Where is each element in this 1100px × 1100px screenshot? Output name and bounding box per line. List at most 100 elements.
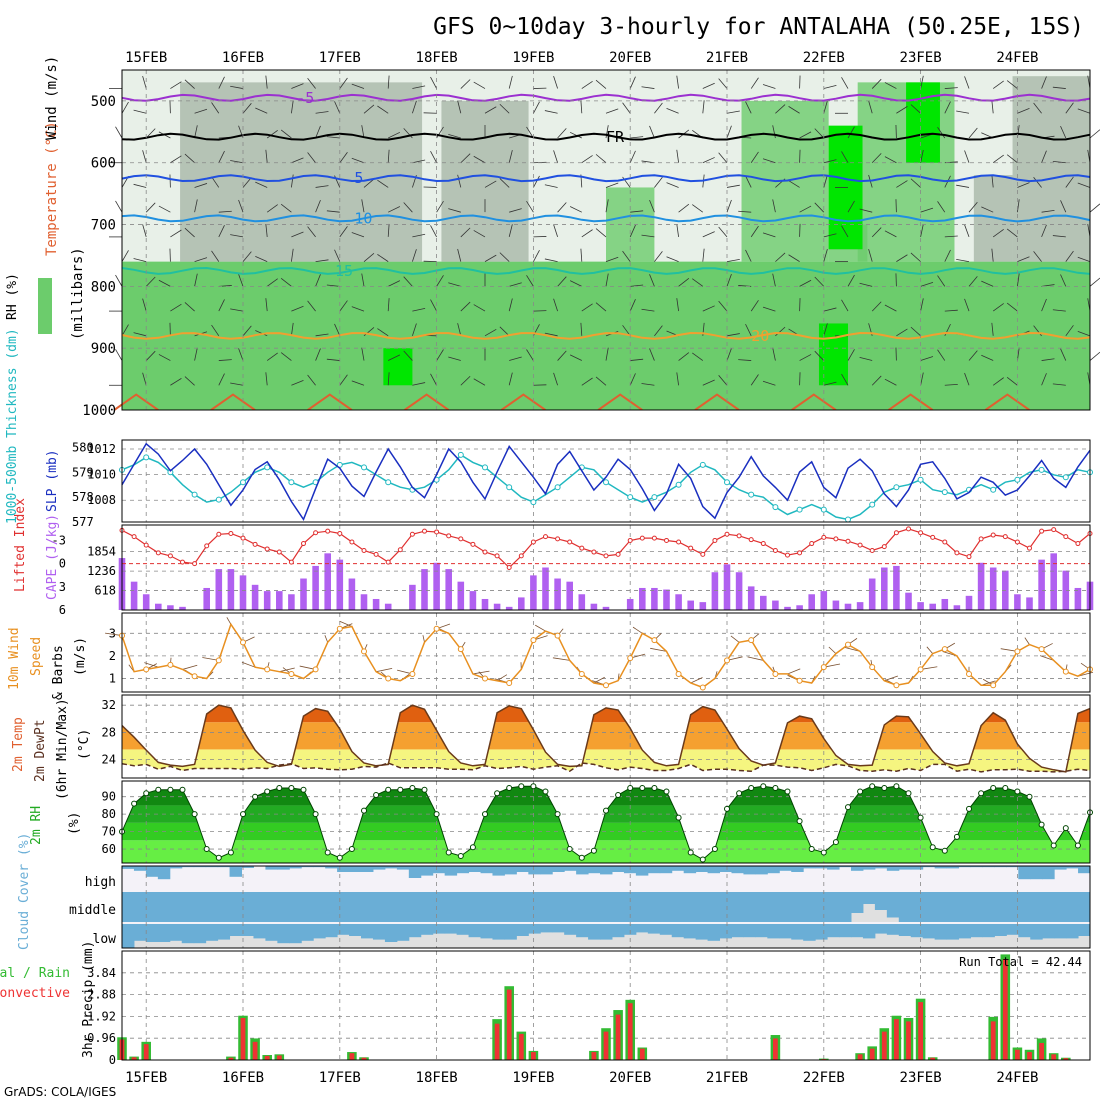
wind-barb xyxy=(230,308,244,312)
wind-barb xyxy=(799,131,812,139)
footer-credit: GrADS: COLA/IGES xyxy=(4,1085,116,1099)
panel-cloud: high middle low Cloud Cover (%) xyxy=(17,833,1091,950)
wind-barb xyxy=(499,252,510,262)
rh-column xyxy=(1012,76,1090,262)
lifted-index-point xyxy=(470,541,476,547)
wind-barb xyxy=(508,298,513,312)
cape-bar xyxy=(481,598,489,610)
cape-bar xyxy=(251,584,259,610)
cloud-bar xyxy=(803,866,816,869)
wind-barb xyxy=(241,661,256,668)
rh-point xyxy=(615,791,622,798)
thickness-point xyxy=(1014,476,1021,483)
cloud-bar xyxy=(337,924,350,935)
wind-speed-point xyxy=(651,637,658,644)
wind-barb xyxy=(552,657,570,661)
lifted-index-point xyxy=(990,532,996,538)
lifted-index-point xyxy=(857,542,863,548)
cape-bar xyxy=(421,569,428,610)
isotherm-label: 5 xyxy=(354,169,363,187)
wind-barb xyxy=(533,249,540,262)
cloud-bar xyxy=(576,924,589,938)
cloud-bar xyxy=(1006,924,1019,935)
rh-point xyxy=(482,811,488,818)
cloud-bar xyxy=(540,924,553,933)
rh-point xyxy=(857,788,864,795)
wind-speed-point xyxy=(675,670,682,677)
rh-point xyxy=(530,783,537,790)
wind-barb xyxy=(1060,348,1067,361)
wind-barb xyxy=(280,352,292,361)
cape-bar xyxy=(1062,570,1070,610)
lifted-index-point xyxy=(809,541,815,547)
cloud-bar xyxy=(707,892,721,922)
surface-isotherm xyxy=(404,393,450,411)
cape-bar xyxy=(360,594,368,610)
precip-conv-bar xyxy=(906,1021,911,1060)
cloud-bar xyxy=(361,892,374,922)
rh-point xyxy=(736,790,743,797)
wind-barb xyxy=(968,276,978,287)
wind-barb xyxy=(279,667,295,673)
rh-point xyxy=(711,846,718,853)
wind-barb xyxy=(1006,302,1018,312)
wind-barb xyxy=(403,202,413,213)
wind-barb xyxy=(291,100,294,114)
isotherm-line xyxy=(121,132,1091,141)
wind-barb xyxy=(814,128,825,139)
cloud-bar xyxy=(743,892,756,922)
temp-axis-label-d: (°C) xyxy=(77,729,92,760)
cloud-bar xyxy=(289,866,302,869)
thickness-point xyxy=(240,479,246,486)
cloud-bar xyxy=(145,866,159,877)
cape-bar xyxy=(215,569,223,610)
wind-barb xyxy=(841,77,849,89)
rh-point xyxy=(699,856,706,863)
cloud-bar xyxy=(886,924,900,935)
wind-barb xyxy=(871,153,882,164)
wind-speed-point xyxy=(143,666,150,673)
wind-barb xyxy=(508,372,513,386)
cloud-bar xyxy=(671,892,685,922)
rh-point xyxy=(566,846,573,853)
wind-barb xyxy=(823,100,828,114)
wind-barb xyxy=(772,125,776,139)
thickness-point xyxy=(530,499,537,506)
wind-barb xyxy=(871,78,882,89)
cloud-bar xyxy=(253,924,266,939)
cloud-bar xyxy=(384,866,398,869)
cloud-bar xyxy=(540,892,553,922)
cloud-bar xyxy=(707,924,721,941)
wind-barb xyxy=(910,252,921,262)
wind-barb xyxy=(1017,182,1030,188)
day-label-bottom: 21FEB xyxy=(706,1070,748,1086)
cloud-bar xyxy=(779,892,792,922)
wind-barb xyxy=(772,273,776,287)
lifted-index-point xyxy=(216,531,222,537)
cape-bar xyxy=(336,559,344,610)
cloud-bar xyxy=(313,924,326,939)
wind-barb xyxy=(326,358,340,361)
precip-conv-bar xyxy=(627,1003,633,1060)
wind-barb xyxy=(363,104,375,114)
cloud-bar xyxy=(193,924,207,944)
li-tick: -3 xyxy=(52,533,66,547)
cloud-bar xyxy=(1018,866,1031,880)
wind-barb xyxy=(533,175,540,188)
cloud-bar xyxy=(1030,892,1043,922)
surface-isotherm xyxy=(791,393,837,411)
wind-barb xyxy=(144,662,159,668)
cloud-bar xyxy=(600,892,613,922)
rh-point xyxy=(288,784,295,791)
wind-barb xyxy=(544,184,558,188)
rh-axis-label: RH (%) xyxy=(5,273,20,320)
wind-barb xyxy=(920,149,924,163)
wind-barb xyxy=(1077,256,1091,263)
cloud-bar xyxy=(361,866,374,872)
cloud-bar xyxy=(349,924,362,936)
wind-barb xyxy=(910,326,921,337)
cloud-bar xyxy=(1078,892,1091,922)
lifted-index-point xyxy=(966,554,972,560)
wind-barb xyxy=(1041,76,1047,89)
precip-conv-bar xyxy=(615,1014,621,1060)
